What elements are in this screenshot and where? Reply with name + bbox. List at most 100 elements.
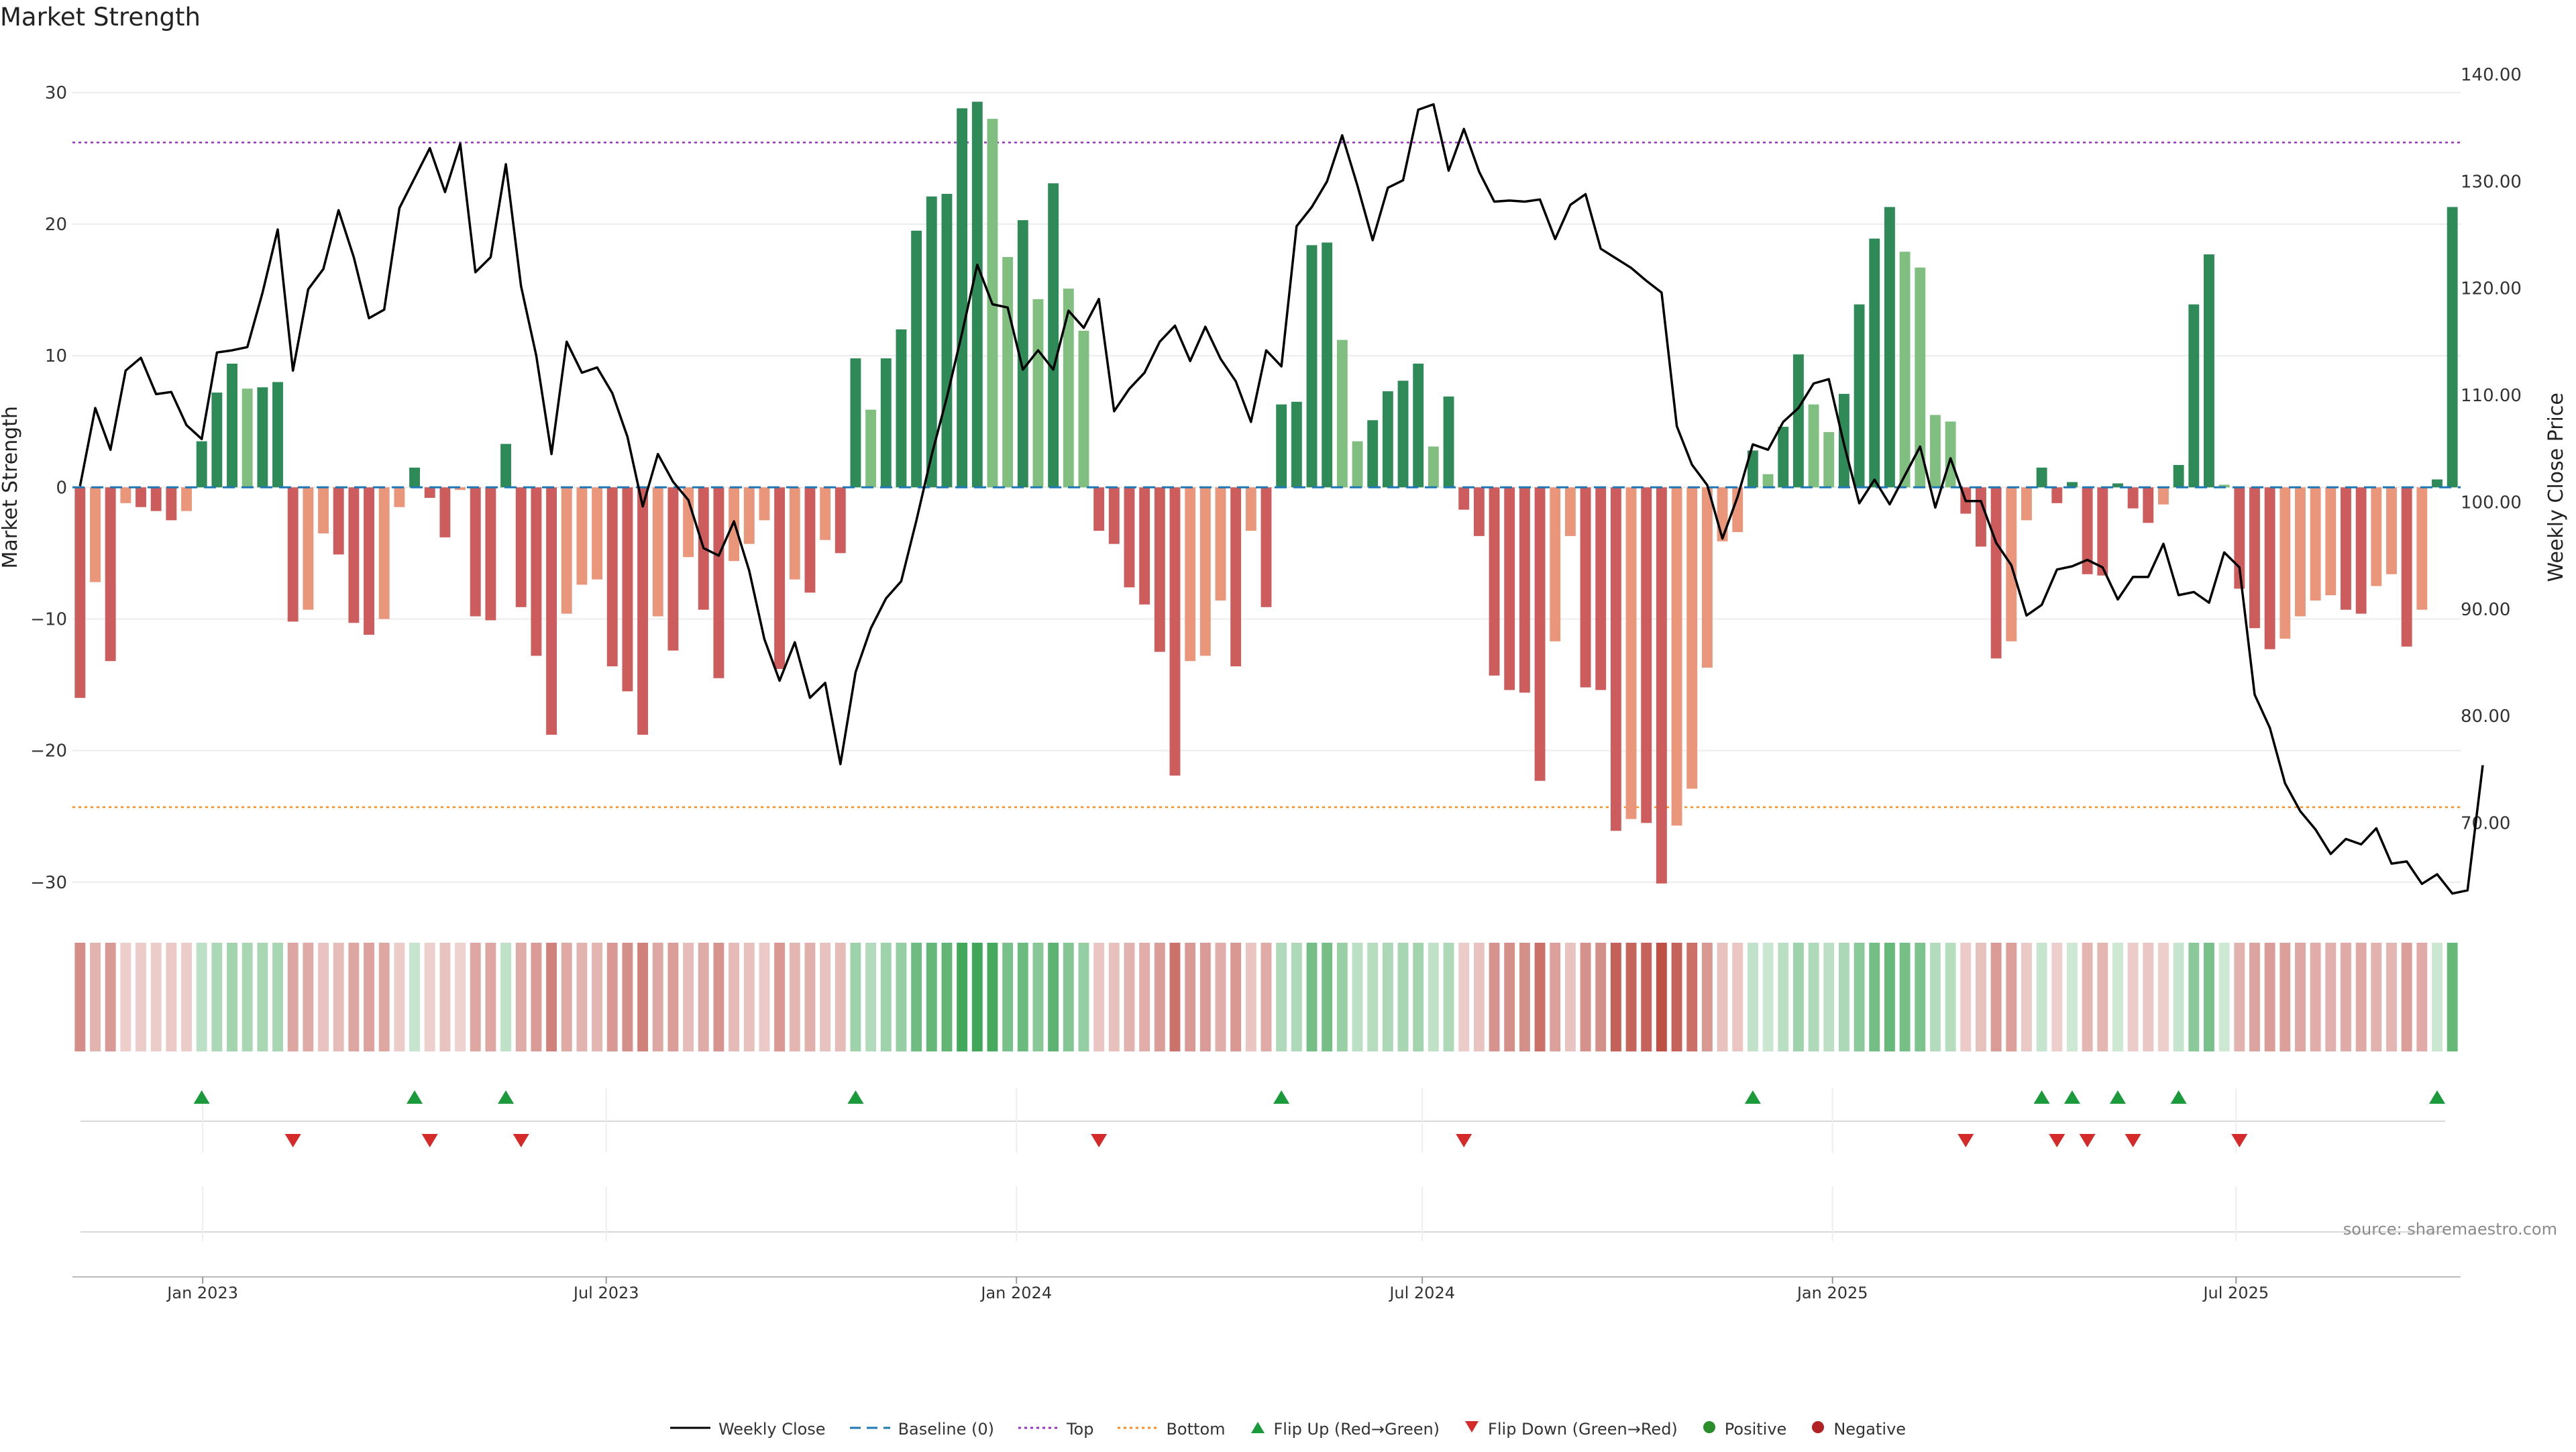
strength-bar: [2310, 487, 2321, 601]
strength-bar: [2143, 487, 2154, 523]
strength-bar: [257, 387, 268, 488]
strength-bar: [1778, 427, 1789, 488]
strength-bar: [804, 487, 816, 593]
heat-strip-cell: [759, 943, 770, 1051]
heat-strip-cell: [1580, 943, 1591, 1051]
legend-item: Flip Down (Green→Red): [1464, 1420, 1678, 1439]
strength-bar: [926, 196, 937, 488]
strength-bar: [181, 487, 192, 511]
heat-strip-cell: [2447, 943, 2458, 1051]
strength-bar: [774, 487, 786, 669]
strength-bar: [911, 230, 922, 488]
heat-strip-cell: [1154, 943, 1165, 1051]
legend-item: Positive: [1702, 1420, 1786, 1439]
strength-bar: [2371, 487, 2382, 586]
strength-bar: [2325, 487, 2337, 596]
strength-bar: [1899, 252, 1911, 488]
heat-strip-cell: [1352, 943, 1363, 1051]
source-note: source: sharemaestro.com: [2343, 1220, 2557, 1239]
legend-swatch-icon: [1118, 1420, 1159, 1439]
heat-strip-cell: [1792, 943, 1804, 1051]
strength-bar: [241, 388, 253, 488]
strength-bar: [1564, 487, 1576, 536]
heat-strip-cell: [2173, 943, 2184, 1051]
y-tick-label: 30: [45, 83, 67, 103]
heat-strip-cell: [1489, 943, 1500, 1051]
strength-bar: [957, 108, 968, 488]
strength-bar: [606, 487, 618, 667]
strength-bar: [652, 487, 663, 617]
heat-strip-cell: [439, 943, 451, 1051]
strength-bar: [1671, 487, 1682, 826]
heat-strip-cell: [1960, 943, 1972, 1051]
heat-strip-cell: [1610, 943, 1621, 1051]
flip-down-marker: [513, 1134, 529, 1147]
heat-strip-cell: [2082, 943, 2093, 1051]
flip-down-marker: [284, 1134, 301, 1147]
strength-bar: [1336, 340, 1348, 488]
heat-strip-cell: [1671, 943, 1682, 1051]
heat-strip-cell: [1260, 943, 1272, 1051]
y-tick-label: 20: [45, 215, 67, 235]
strength-bar: [2264, 487, 2275, 650]
strength-bar: [1717, 487, 1728, 541]
strength-bar: [1260, 487, 1272, 607]
strength-bar: [2386, 487, 2397, 574]
strength-bar: [1519, 487, 1530, 693]
heat-strip-cell: [2310, 943, 2321, 1051]
strength-bar: [743, 487, 755, 544]
flip-down-marker: [2079, 1134, 2096, 1147]
heat-strip-cell: [1093, 943, 1105, 1051]
legend-label: Top: [1066, 1420, 1094, 1439]
strength-bar: [850, 358, 861, 488]
heat-strip-cell: [120, 943, 131, 1051]
heat-strip-cell: [1762, 943, 1774, 1051]
legend-item: Flip Up (Red→Green): [1250, 1420, 1440, 1439]
heat-strip-cell: [1519, 943, 1530, 1051]
legend-label: Flip Down (Green→Red): [1488, 1420, 1678, 1439]
x-tick-label: Jul 2025: [2202, 1284, 2269, 1302]
heat-strip-cell: [1686, 943, 1698, 1051]
heat-strip-cell: [2401, 943, 2412, 1051]
strength-bar: [820, 487, 831, 540]
heat-strip-cell: [241, 943, 253, 1051]
heat-strip-cell: [2432, 943, 2443, 1051]
heat-strip-cell: [941, 943, 953, 1051]
heat-strip-cell: [378, 943, 390, 1051]
strength-bar: [2401, 487, 2412, 647]
heat-strip-cell: [1929, 943, 1941, 1051]
strength-bar: [348, 487, 360, 623]
strength-bar: [1397, 380, 1409, 488]
heat-strip-cell: [424, 943, 435, 1051]
heat-strip-cell: [531, 943, 542, 1051]
strength-bar: [1017, 220, 1028, 488]
strength-bar: [1443, 396, 1454, 488]
strength-bar: [592, 487, 603, 580]
strength-bar: [1139, 487, 1150, 605]
heat-strip-cell: [1990, 943, 2002, 1051]
strength-bar: [546, 487, 557, 735]
heat-strip-cell: [2416, 943, 2428, 1051]
heat-strip-cell: [2036, 943, 2047, 1051]
strength-bar: [2416, 487, 2428, 610]
heat-strip-cell: [1975, 943, 1986, 1051]
strength-bar: [1048, 183, 1059, 488]
flip-up-marker: [193, 1090, 210, 1104]
heat-strip-cell: [698, 943, 709, 1051]
flip-up-marker: [2428, 1090, 2445, 1104]
legend-swatch-icon: [1464, 1420, 1480, 1439]
x-tick-label: Jul 2024: [1388, 1284, 1455, 1302]
strength-bar: [2082, 487, 2093, 574]
heat-strip-cell: [515, 943, 527, 1051]
heat-strip-cell: [196, 943, 207, 1051]
heat-strip-cell: [1428, 943, 1439, 1051]
heat-strip-cell: [1078, 943, 1089, 1051]
heat-strip-cell: [1458, 943, 1470, 1051]
heat-strip-cell: [2341, 943, 2351, 1051]
y-tick-label: −20: [30, 741, 67, 762]
strength-bar: [561, 487, 572, 614]
legend-swatch-icon: [1250, 1420, 1266, 1439]
heat-strip-cell: [136, 943, 146, 1051]
heat-strip-cell: [1367, 943, 1379, 1051]
